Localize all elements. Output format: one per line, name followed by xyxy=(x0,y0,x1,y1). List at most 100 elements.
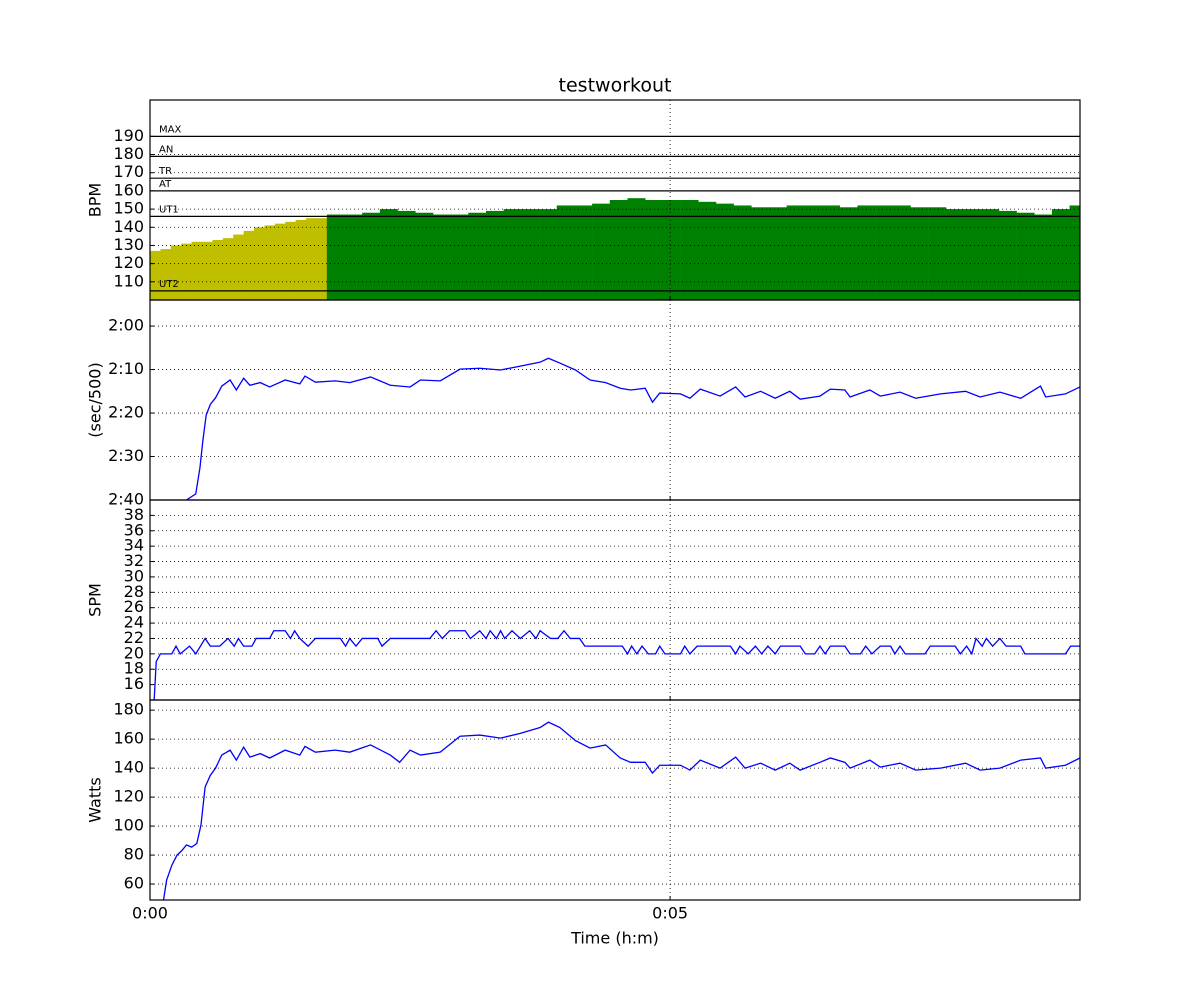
y-tick-label: 100 xyxy=(113,816,144,835)
hr-bar xyxy=(751,207,770,300)
hr-bar xyxy=(222,238,234,300)
y-tick-label: 60 xyxy=(124,874,144,893)
y-tick-label: 150 xyxy=(113,199,144,218)
zone-label: MAX xyxy=(159,124,181,135)
y-axis-label: (sec/500) xyxy=(86,362,105,437)
hr-bar xyxy=(715,203,734,300)
hr-bar xyxy=(202,241,213,300)
y-tick-label: 180 xyxy=(113,700,144,719)
hr-bar xyxy=(1051,209,1070,300)
zone-label: UT2 xyxy=(159,279,179,290)
hr-bar xyxy=(928,207,947,300)
y-tick-label: 22 xyxy=(124,628,144,647)
y-axis-label: SPM xyxy=(86,583,105,617)
zone-label: AN xyxy=(159,144,173,155)
hr-bar xyxy=(556,205,575,300)
hr-bar xyxy=(503,209,522,300)
hr-bar xyxy=(1069,205,1080,300)
hr-bar xyxy=(645,200,664,300)
y-tick-label: 16 xyxy=(124,674,144,693)
hr-bar xyxy=(468,212,487,300)
hr-bar xyxy=(326,214,345,300)
x-tick-label: 0:05 xyxy=(652,904,688,923)
hr-bar xyxy=(254,227,265,300)
y-tick-label: 2:00 xyxy=(108,316,144,335)
hr-bar xyxy=(839,207,858,300)
x-tick-label: 0:00 xyxy=(132,904,168,923)
hr-bar xyxy=(857,205,876,300)
y-tick-label: 120 xyxy=(113,253,144,272)
hr-bar xyxy=(786,205,805,300)
hr-bar xyxy=(910,207,929,300)
hr-bar xyxy=(822,205,840,300)
hr-bar xyxy=(415,212,434,300)
hr-bar xyxy=(539,209,558,300)
hr-bar xyxy=(662,200,681,300)
y-axis-label: Watts xyxy=(86,777,105,822)
hr-bar xyxy=(1034,214,1053,300)
y-tick-label: 34 xyxy=(124,536,144,555)
y-tick-label: 110 xyxy=(113,271,144,290)
y-tick-label: 190 xyxy=(113,126,144,145)
hr-bar xyxy=(698,201,717,300)
y-tick-label: 130 xyxy=(113,235,144,254)
hr-bar xyxy=(243,230,255,300)
data-line xyxy=(153,629,1080,700)
hr-bar xyxy=(274,223,286,300)
hr-bar xyxy=(295,220,307,300)
y-tick-label: 38 xyxy=(124,505,144,524)
hr-bar xyxy=(316,218,328,300)
y-axis-label: BPM xyxy=(86,183,105,217)
hr-bar xyxy=(160,249,172,300)
hr-bar xyxy=(306,218,317,300)
hr-bar xyxy=(998,210,1017,300)
hr-bar xyxy=(170,245,182,300)
hr-bar xyxy=(150,250,161,300)
panel xyxy=(150,700,1080,900)
hr-bar xyxy=(945,209,964,300)
hr-bar xyxy=(892,205,911,300)
panel xyxy=(150,300,1080,500)
x-axis-label: Time (h:m) xyxy=(570,929,659,948)
y-tick-label: 2:40 xyxy=(108,490,144,509)
hr-bar xyxy=(486,210,504,300)
y-tick-label: 2:10 xyxy=(108,359,144,378)
y-tick-label: 26 xyxy=(124,597,144,616)
hr-bar xyxy=(627,198,646,300)
hr-bar xyxy=(191,241,203,300)
hr-bar xyxy=(680,200,699,300)
y-tick-label: 24 xyxy=(124,613,144,632)
y-tick-label: 28 xyxy=(124,582,144,601)
hr-bar xyxy=(450,214,469,300)
hr-bar xyxy=(264,225,276,300)
hr-bar xyxy=(362,212,381,300)
hr-bar xyxy=(963,209,982,300)
zone-label: AT xyxy=(159,179,172,190)
y-tick-label: 18 xyxy=(124,659,144,678)
y-tick-label: 180 xyxy=(113,144,144,163)
hr-bar xyxy=(344,214,363,300)
zone-label: TR xyxy=(158,166,172,177)
axes-frame xyxy=(149,499,1081,701)
y-tick-label: 120 xyxy=(113,787,144,806)
hr-bar xyxy=(432,214,451,300)
data-line xyxy=(162,721,1080,900)
hr-bar xyxy=(233,234,244,300)
y-tick-label: 160 xyxy=(113,729,144,748)
hr-bar xyxy=(875,205,894,300)
hr-bar xyxy=(397,210,416,300)
hr-bar xyxy=(609,200,628,300)
y-tick-label: 36 xyxy=(124,520,144,539)
y-tick-label: 140 xyxy=(113,217,144,236)
hr-bar xyxy=(181,243,192,300)
axes-frame xyxy=(149,299,1081,501)
hr-bar xyxy=(379,209,398,300)
y-tick-label: 2:30 xyxy=(108,446,144,465)
hr-bar xyxy=(212,240,224,300)
y-tick-label: 170 xyxy=(113,162,144,181)
y-tick-label: 140 xyxy=(113,758,144,777)
chart-title: testworkout xyxy=(559,75,672,97)
hr-bar xyxy=(768,207,787,300)
y-tick-label: 30 xyxy=(124,566,144,585)
